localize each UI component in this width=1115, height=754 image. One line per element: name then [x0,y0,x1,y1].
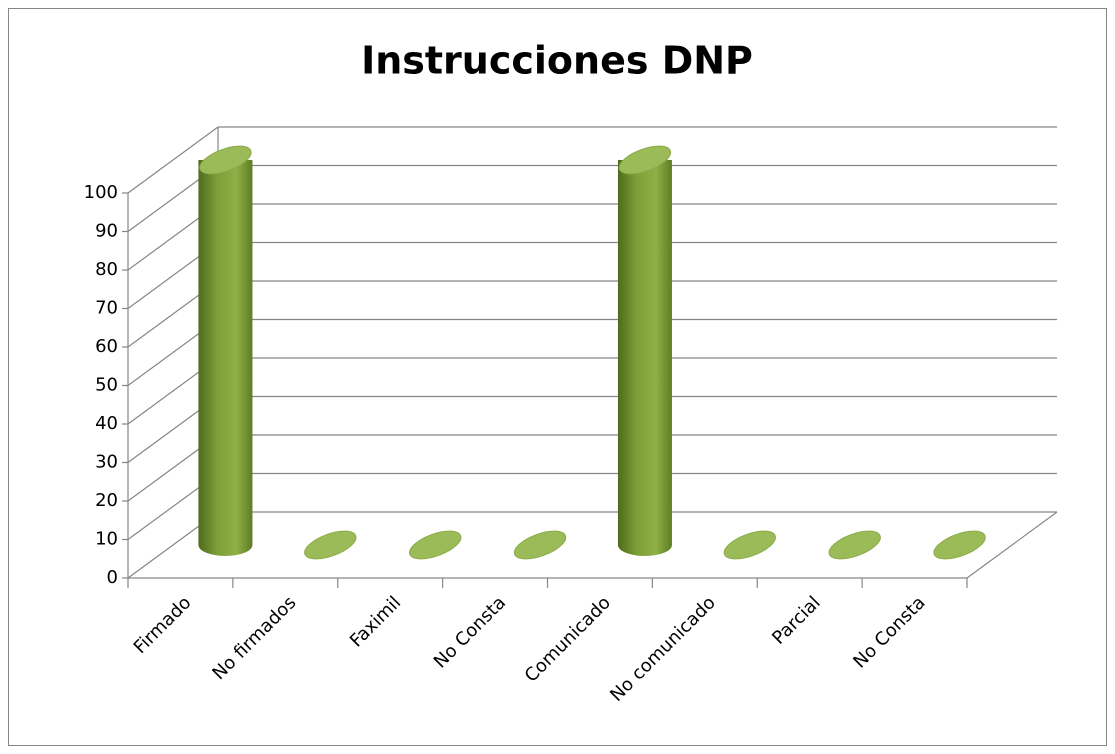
chart-title: Instrucciones DNP [361,39,753,83]
bar [617,145,672,556]
bar [409,530,462,560]
bar-body [617,160,672,556]
bar [828,530,881,560]
bar [513,530,567,560]
bar-body [198,160,253,556]
bar-top [828,530,881,560]
bar [198,145,253,556]
bar [723,530,776,560]
y-tick-label: 20 [95,490,118,511]
y-tick-label: 70 [95,298,118,319]
y-tick-label: 40 [95,413,118,434]
bar-top [513,530,567,560]
y-tick-label: 100 [84,182,118,203]
bar-top [933,530,986,560]
grid-line [127,126,219,194]
y-tick-label: 90 [95,221,118,242]
bar [304,530,357,560]
y-tick-label: 60 [95,336,118,357]
bar-top [199,145,252,175]
y-tick-label: 80 [95,259,118,280]
bar-top [304,530,357,560]
y-tick-label: 10 [95,529,118,550]
y-tick-label: 0 [107,567,118,588]
bar-top [723,530,776,560]
floor-edge [966,511,1058,579]
bar [933,530,986,560]
y-tick-label: 30 [95,452,118,473]
y-tick-label: 50 [95,375,118,396]
bar-top [409,530,462,560]
bar-top [618,145,672,175]
